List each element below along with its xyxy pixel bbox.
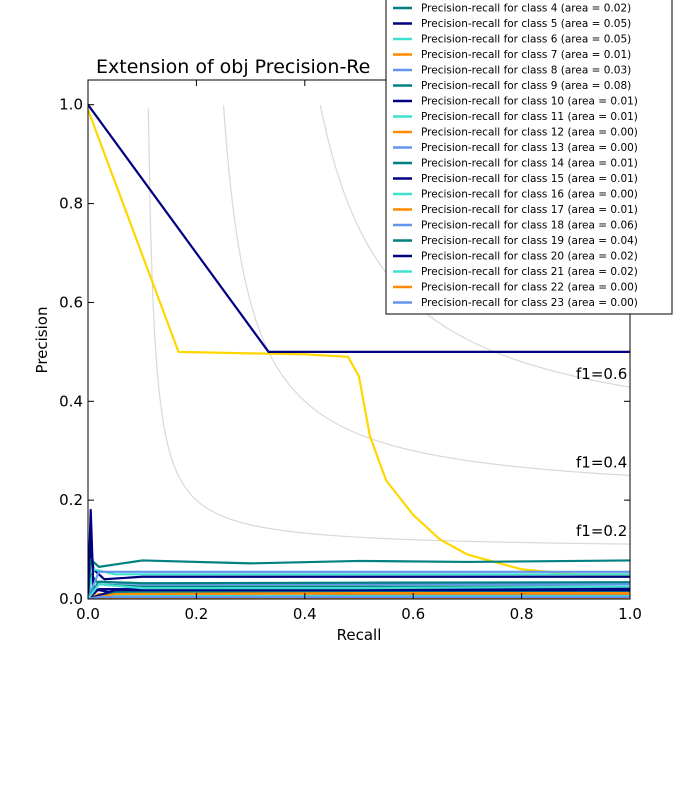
x-tick-label: 0.8 [510, 605, 534, 623]
y-tick-label: 0.2 [59, 491, 83, 509]
legend-item-label: Precision-recall for class 21 (area = 0.… [421, 266, 638, 278]
x-tick-label: 1.0 [618, 605, 642, 623]
legend-item-label: Precision-recall for class 18 (area = 0.… [421, 220, 638, 232]
y-tick-label: 0.4 [59, 392, 83, 410]
legend-item-label: Precision-recall for class 4 (area = 0.0… [421, 3, 631, 15]
legend-item-label: Precision-recall for class 19 (area = 0.… [421, 235, 638, 247]
y-tick-label: 1.0 [59, 96, 83, 114]
legend-item-label: Precision-recall for class 23 (area = 0.… [421, 297, 638, 309]
iso-f1-label: f1=0.4 [576, 453, 627, 471]
x-tick-label: 0.0 [76, 605, 100, 623]
x-axis-label: Recall [337, 626, 382, 644]
iso-f1-labels: f1=0.2 f1=0.4 f1=0.6 [576, 365, 627, 540]
legend-item-label: Precision-recall for class 22 (area = 0.… [421, 282, 638, 294]
legend-box [385, 0, 673, 315]
x-tick-label: 0.2 [184, 605, 208, 623]
plot-frame [87, 79, 631, 600]
legend-item-label: Precision-recall for class 15 (area = 0.… [421, 173, 638, 185]
chart-title: Extension of obj Precision-Re [96, 56, 370, 78]
iso-f1-label: f1=0.2 [576, 522, 627, 540]
y-tick-label: 0.0 [59, 590, 83, 608]
y-tick-label: 0.8 [59, 195, 83, 213]
series-line-16 [88, 570, 630, 599]
iso-f1-curve [319, 104, 630, 388]
x-tick-label: 0.6 [401, 605, 425, 623]
iso-f1-curve [222, 105, 630, 477]
y-tick-label: 0.6 [59, 293, 83, 311]
legend-item-label: Precision-recall for class 8 (area = 0.0… [421, 65, 631, 77]
legend-item-label: Precision-recall for class 17 (area = 0.… [421, 204, 638, 216]
legend-item-label: Precision-recall for class 13 (area = 0.… [421, 142, 638, 154]
series-lines [88, 104, 630, 599]
legend-item-label: Precision-recall for class 9 (area = 0.0… [421, 80, 631, 92]
legend-item-label: Precision-recall for class 5 (area = 0.0… [421, 18, 631, 30]
iso-f1-label: f1=0.6 [576, 365, 627, 383]
iso-f1-curve [147, 108, 630, 545]
legend-item-label: Precision-recall for class 16 (area = 0.… [421, 189, 638, 201]
series-line-19 [88, 583, 630, 599]
legend: Precision-recall for class 4 (area = 0.0… [385, 0, 673, 315]
legend-item-label: Precision-recall for class 11 (area = 0.… [421, 111, 638, 123]
series-line-1 [88, 104, 630, 353]
legend-item-label: Precision-recall for class 7 (area = 0.0… [421, 49, 631, 61]
series-line-0 [88, 109, 630, 576]
legend-item-label: Precision-recall for class 6 (area = 0.0… [421, 34, 631, 46]
axis-ticks: 0.0 0.2 0.4 0.6 0.8 1.0 0.0 0.2 0.4 0.6 0.8 1.0 [59, 80, 642, 623]
legend-item-label: Precision-recall for class 20 (area = 0.… [421, 251, 638, 263]
x-tick-label: 0.4 [293, 605, 317, 623]
legend-item-label: Precision-recall for class 10 (area = 0.… [421, 96, 638, 108]
legend-item-label: Precision-recall for class 12 (area = 0.… [421, 127, 638, 139]
series-line-21 [88, 595, 630, 599]
y-axis-label: Precision [33, 307, 51, 374]
series-line-13 [88, 588, 630, 599]
legend-item-label: Precision-recall for class 14 (area = 0.… [421, 158, 638, 170]
